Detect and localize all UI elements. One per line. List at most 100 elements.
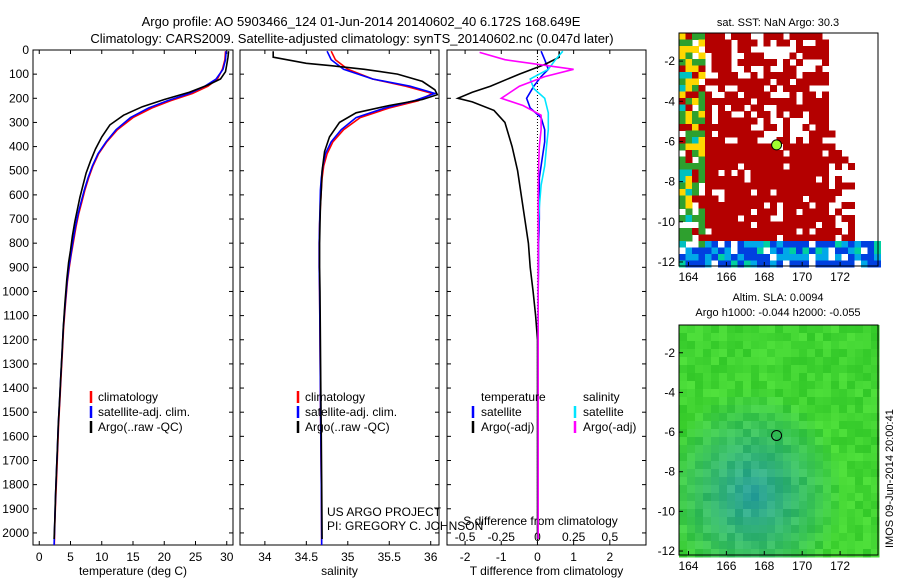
sst-cell [679, 124, 686, 131]
sla-cell [695, 373, 704, 382]
figure-title-line1: Argo profile: AO 5903466_124 01-Jun-2014… [142, 14, 581, 29]
sla-cell [743, 373, 752, 382]
sla-cell [735, 437, 744, 446]
sst-cell [809, 169, 816, 177]
sla-cell [839, 485, 848, 494]
sst-cell [763, 65, 771, 73]
temperature-xtick-label: 15 [126, 550, 140, 564]
sst-cell [757, 208, 764, 216]
sla-cell [815, 461, 824, 470]
sst-cell [685, 182, 693, 190]
sla-cell [871, 341, 880, 350]
sst-cell [711, 39, 719, 47]
sla-cell [751, 381, 760, 390]
sst-cell [770, 150, 777, 157]
sla-cell [863, 437, 872, 446]
sla-cell [719, 445, 728, 454]
sla-cell [735, 373, 744, 382]
sst-cell [685, 65, 693, 73]
sst-cell [750, 72, 758, 79]
sla-cell [823, 373, 832, 382]
sla-cell [831, 397, 840, 406]
sst-cell [737, 130, 745, 138]
sst-cell [809, 241, 816, 248]
temperature-xtick-label: 20 [158, 550, 172, 564]
sst-cell [685, 124, 693, 131]
sla-cell [855, 445, 864, 454]
sla-cell [743, 429, 752, 438]
sla-cell [799, 493, 808, 502]
sst-cell [757, 85, 764, 92]
sst-cell [809, 247, 816, 255]
sla-cell [767, 437, 776, 446]
sla-cell [791, 509, 800, 518]
sst-cell [711, 143, 719, 151]
sla-cell [807, 525, 816, 534]
sst-cell [815, 137, 823, 144]
depth-tick-label: 900 [9, 260, 29, 274]
sla-cell [831, 485, 840, 494]
sla-cell [703, 469, 712, 478]
sst-cell [802, 234, 810, 242]
sla-cell [775, 517, 784, 526]
sst-map-frame [678, 32, 879, 267]
difference-xtick-label: 0 [534, 550, 541, 564]
sst-cell [744, 228, 751, 235]
sla-cell [807, 549, 816, 558]
sst-cell [692, 65, 699, 73]
sla-cell [679, 357, 688, 366]
sst-cell [796, 260, 803, 268]
sla-cell [839, 541, 848, 550]
sla-cell [751, 541, 760, 550]
sst-cell [763, 182, 771, 190]
sst-cell [802, 169, 810, 177]
sst-cell [724, 202, 732, 209]
sla-cell [831, 477, 840, 486]
sst-cell [698, 91, 706, 99]
sla-cell [847, 437, 856, 446]
sla-cell [871, 389, 880, 398]
sla-cell [807, 437, 816, 446]
sla-cell [743, 381, 752, 390]
sst-cell [802, 124, 810, 131]
sla-cell [839, 357, 848, 366]
sst-cell [750, 228, 758, 235]
sla-cell [703, 461, 712, 470]
sla-cell [815, 357, 824, 366]
sla-cell [775, 533, 784, 542]
sla-cell [855, 469, 864, 478]
sst-cell [848, 182, 855, 190]
sst-cell [848, 234, 855, 242]
sst-cell [822, 234, 829, 242]
sst-cell [679, 117, 686, 125]
sla-cell [727, 397, 736, 406]
sst-cell [783, 176, 790, 183]
sla-cell [831, 421, 840, 430]
sla-cell [791, 461, 800, 470]
sla-cell [695, 533, 704, 542]
sst-cell [679, 72, 686, 79]
sst-cell [744, 234, 751, 242]
sst-cell [757, 221, 764, 229]
sst-cell [841, 241, 849, 248]
sla-cell [695, 485, 704, 494]
sla-cell [839, 445, 848, 454]
sst-cell [796, 221, 803, 229]
sst-cell [789, 234, 797, 242]
difference-xtick-label: -1 [496, 550, 507, 564]
sla-cell [799, 525, 808, 534]
sla-cell [743, 349, 752, 358]
sst-cell [737, 124, 745, 131]
sla-cell [775, 549, 784, 558]
sst-cell [685, 156, 693, 164]
sst-cell [711, 98, 719, 105]
sst-cell [828, 234, 836, 242]
depth-tick-label: 1800 [2, 478, 29, 492]
sla-cell [871, 461, 880, 470]
sla-cell [695, 509, 704, 518]
sst-cell [718, 46, 725, 53]
sla-cell [815, 421, 824, 430]
sst-cell [757, 156, 764, 164]
sla-cell [863, 453, 872, 462]
sla-cell [719, 365, 728, 374]
